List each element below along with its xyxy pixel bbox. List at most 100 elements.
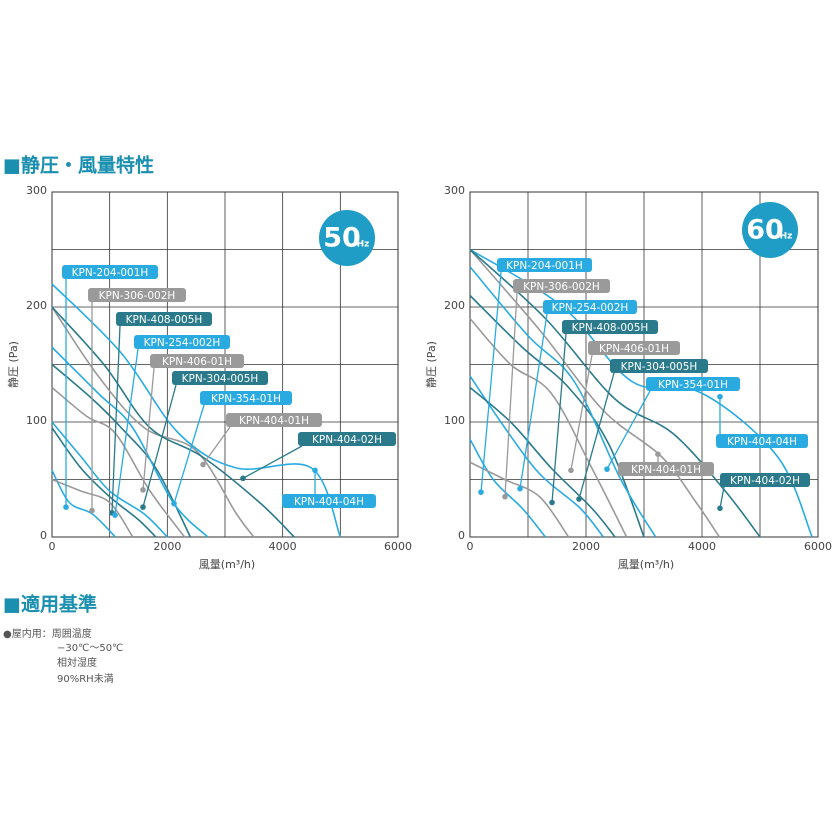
label-box xyxy=(610,359,708,373)
series-label: KPN-406-01H xyxy=(599,343,669,355)
y-tick-label: 0 xyxy=(458,529,465,542)
standard-text: −30℃〜50℃ xyxy=(57,643,123,654)
label-box xyxy=(88,288,186,302)
series-label: KPN-354-01H xyxy=(658,379,728,391)
series-label: KPN-306-002H xyxy=(523,281,600,293)
curve-marker xyxy=(140,487,146,493)
fan-curve xyxy=(469,266,657,538)
label-box xyxy=(62,265,158,279)
fan-curve xyxy=(51,469,116,538)
label-box xyxy=(562,320,658,334)
chart: 0 2000 4000 6000 0 100 200 300 静圧 (Pa) 風量(m³/h) 60… xyxy=(424,184,832,571)
leader-line xyxy=(578,372,615,500)
series-label: KPN-408-005H xyxy=(572,322,649,334)
fan-curve xyxy=(469,317,628,538)
x-axis-title: 風量(m³/h) xyxy=(199,558,255,571)
curve-marker xyxy=(717,393,723,400)
series-label: KPN-404-01H xyxy=(239,415,309,427)
curve-marker xyxy=(478,489,484,495)
leader-line xyxy=(111,325,121,513)
leader-line xyxy=(202,426,231,465)
fan-curve xyxy=(469,248,761,538)
y-axis-title: 静圧 (Pa) xyxy=(6,341,20,388)
section-title: ■適用基準 xyxy=(3,593,97,616)
fan-curve xyxy=(51,478,134,538)
fan-curve xyxy=(51,306,295,538)
label-box xyxy=(720,473,810,487)
series-label: KPN-304-005H xyxy=(182,373,259,385)
x-tick-label: 2000 xyxy=(153,540,181,553)
badge-unit: Hz xyxy=(780,232,793,242)
curve-marker xyxy=(312,467,318,474)
label-box xyxy=(618,462,714,476)
series-label: KPN-254-002H xyxy=(552,302,629,314)
fan-curve xyxy=(469,375,605,538)
fan-curve xyxy=(469,386,616,538)
label-box xyxy=(716,434,808,448)
series-label: KPN-404-04H xyxy=(294,496,364,508)
fan-curve xyxy=(469,294,645,538)
series-label: KPN-204-001H xyxy=(72,267,149,279)
fan-curve xyxy=(51,306,255,538)
curve-marker xyxy=(604,466,610,472)
label-box xyxy=(588,341,680,355)
series-label: KPN-404-02H xyxy=(730,475,800,487)
fan-curve xyxy=(469,461,570,538)
x-tick-label: 4000 xyxy=(688,540,716,553)
curve-marker xyxy=(502,493,508,500)
y-tick-label: 200 xyxy=(26,299,47,312)
label-box xyxy=(543,300,637,314)
leader-line xyxy=(606,390,651,470)
leader-line xyxy=(242,445,303,479)
series-label: KPN-254-002H xyxy=(144,337,221,349)
leader-line xyxy=(719,486,725,509)
curve-marker xyxy=(140,504,146,510)
label-box xyxy=(226,413,322,427)
curve-marker xyxy=(549,499,555,506)
curve-marker xyxy=(240,475,246,482)
series-label: KPN-404-02H xyxy=(312,434,382,446)
section-title: ■静圧・風量特性 xyxy=(3,154,154,177)
label-box xyxy=(150,354,244,368)
leader-line xyxy=(114,348,139,516)
curve-marker xyxy=(576,496,582,502)
series-label: KPN-406-01H xyxy=(162,356,232,368)
badge xyxy=(742,202,798,258)
curve-marker xyxy=(655,451,661,458)
curve-marker xyxy=(717,505,723,512)
series-label: KPN-404-04H xyxy=(727,436,797,448)
leader-line xyxy=(519,313,548,489)
x-tick-label: 0 xyxy=(49,540,56,553)
label-box xyxy=(513,279,610,293)
leader-line xyxy=(504,292,518,497)
curve-marker xyxy=(200,461,206,468)
series-label: KPN-306-002H xyxy=(99,290,176,302)
series-label: KPN-354-01H xyxy=(211,393,281,405)
x-tick-label: 2000 xyxy=(572,540,600,553)
y-tick-label: 100 xyxy=(444,414,465,427)
badge-text: 60 xyxy=(746,215,784,246)
leader-line xyxy=(142,367,155,490)
label-box xyxy=(116,312,212,326)
badge-unit: Hz xyxy=(357,240,370,250)
fan-curve xyxy=(469,248,721,538)
curve-marker xyxy=(89,507,95,514)
curve-marker xyxy=(171,500,177,507)
standard-text: 相対湿度 xyxy=(57,656,97,669)
leader-line xyxy=(570,354,593,471)
fan-curve xyxy=(51,363,192,538)
x-tick-label: 4000 xyxy=(269,540,297,553)
chart: 0 2000 4000 6000 0 100 200 300 静圧 (Pa) 風量(m³/h) 50… xyxy=(6,184,412,571)
x-tick-label: 0 xyxy=(467,540,474,553)
label-box xyxy=(282,494,376,508)
x-tick-label: 6000 xyxy=(804,540,832,553)
leader-line xyxy=(551,333,567,503)
label-box xyxy=(497,258,592,272)
y-tick-label: 100 xyxy=(26,414,47,427)
series-label: KPN-404-01H xyxy=(631,464,701,476)
fan-curve xyxy=(51,421,168,538)
y-tick-label: 300 xyxy=(26,184,47,197)
y-tick-label: 0 xyxy=(40,529,47,542)
series-label: KPN-408-005H xyxy=(126,314,203,326)
